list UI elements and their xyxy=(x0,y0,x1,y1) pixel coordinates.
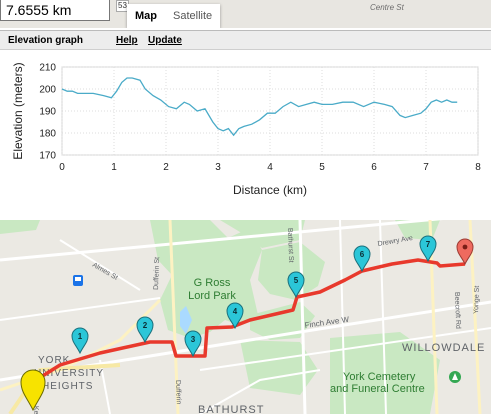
area-label-york-2: UNIVERSITY xyxy=(34,368,104,379)
map-type-control: Map Satellite xyxy=(127,4,221,28)
x-tick-label: 5 xyxy=(319,162,325,173)
waypoint-marker-label: 2 xyxy=(143,321,148,330)
poi-label-york-cemetery-2: and Funeral Centre xyxy=(330,383,425,395)
waypoint-marker-6[interactable]: 6 xyxy=(353,245,371,273)
x-tick-label: 1 xyxy=(111,162,117,173)
y-tick-label: 190 xyxy=(39,107,56,118)
pond xyxy=(180,306,192,334)
park-label-g-ross-line2: Lord Park xyxy=(188,290,236,302)
panel-divider xyxy=(0,210,491,220)
y-axis-label: Elevation (meters) xyxy=(11,62,25,159)
waypoint-marker-label: 4 xyxy=(233,307,238,316)
university-area xyxy=(8,363,121,414)
end-marker[interactable] xyxy=(456,238,474,266)
waypoint-marker-label: 5 xyxy=(294,276,299,285)
park-label-g-ross-line1: G Ross xyxy=(194,277,231,289)
start-marker[interactable] xyxy=(20,369,46,412)
waypoint-marker-2[interactable]: 2 xyxy=(136,316,154,344)
transit-icon xyxy=(73,275,83,286)
y-tick-label: 210 xyxy=(39,63,56,74)
poi-label-york-cemetery-1: York Cemetery xyxy=(343,371,416,383)
y-gridlines xyxy=(62,66,478,156)
x-tick-label: 3 xyxy=(215,162,221,173)
street-label-beecroft: Beecroft Rd xyxy=(453,292,461,329)
x-tick-label: 2 xyxy=(163,162,169,173)
map-type-map-button[interactable]: Map xyxy=(135,10,157,22)
street-label-yonge: Yonge St xyxy=(473,286,481,314)
map-type-satellite-button[interactable]: Satellite xyxy=(173,10,213,22)
waypoint-marker-5[interactable]: 5 xyxy=(287,271,305,299)
area-label-willowdale: WILLOWDALE xyxy=(402,342,485,354)
waypoint-marker-label: 6 xyxy=(360,250,365,259)
street-label-dufferin-bottom: Dufferin xyxy=(174,380,182,405)
waypoint-markers: 1 2 3 4 5 6 7 xyxy=(71,235,437,358)
x-tick-labels: 0 1 2 3 4 5 6 7 8 xyxy=(59,162,481,173)
top-strip: 7.6555 km 53 Map Satellite Centre St xyxy=(0,0,491,28)
waypoint-marker-3[interactable]: 3 xyxy=(184,330,202,358)
x-tick-label: 0 xyxy=(59,162,65,173)
distance-field[interactable]: 7.6555 km xyxy=(0,0,110,21)
help-link[interactable]: Help xyxy=(116,35,138,46)
y-tick-labels: 170 180 190 200 210 xyxy=(39,63,56,162)
street-label-bathurst: Bathurst St xyxy=(286,228,294,263)
area-label-york-3: HEIGHTS xyxy=(42,381,93,392)
update-link[interactable]: Update xyxy=(148,35,182,46)
y-tick-label: 170 xyxy=(39,151,56,162)
elevation-header: Elevation graph Help Update xyxy=(0,30,491,50)
waypoint-marker-1[interactable]: 1 xyxy=(71,327,89,355)
elevation-series-line xyxy=(61,77,458,137)
street-label-dufferin-top: Dufferin St xyxy=(153,257,161,290)
waypoint-marker-4[interactable]: 4 xyxy=(226,302,244,330)
x-tick-label: 6 xyxy=(371,162,377,173)
street-label-ke: Ke xyxy=(32,406,39,414)
route-line xyxy=(32,258,466,384)
route-map[interactable]: Almes St Dufferin St G Ross Lord Park Ba… xyxy=(0,220,491,414)
x-axis-label: Distance (km) xyxy=(233,183,307,197)
road-label-centre-st: Centre St xyxy=(370,3,404,12)
y-tick-label: 200 xyxy=(39,85,56,96)
elevation-title: Elevation graph xyxy=(8,35,84,46)
x-tick-label: 7 xyxy=(423,162,429,173)
roads xyxy=(0,220,491,414)
x-tick-label: 4 xyxy=(267,162,273,173)
y-tick-label: 180 xyxy=(39,129,56,140)
waypoint-marker-label: 1 xyxy=(78,332,83,341)
area-label-york-1: YORK xyxy=(38,355,70,366)
x-tick-label: 8 xyxy=(475,162,481,173)
waypoint-marker-label: 3 xyxy=(191,335,196,344)
cemetery-poi-icon xyxy=(449,371,461,383)
waypoint-marker-7[interactable]: 7 xyxy=(419,235,437,263)
area-label-bathurst: BATHURST xyxy=(198,404,264,414)
waypoint-marker-label: 7 xyxy=(426,240,431,249)
